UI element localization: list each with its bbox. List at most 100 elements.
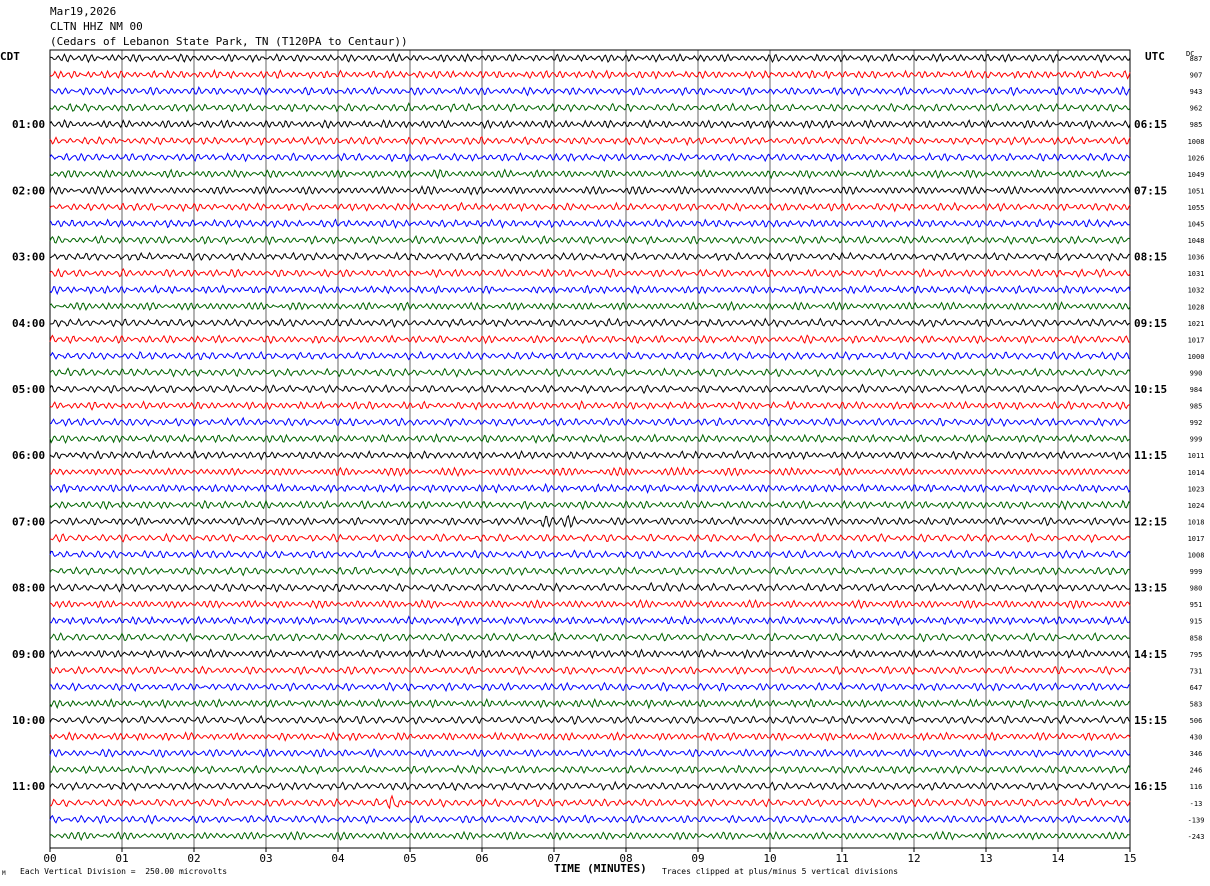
left-hour-label: 06:00 [12,449,45,462]
left-hour-label: 08:00 [12,582,45,595]
x-tick-label: 08 [619,852,632,865]
left-hour-label: 09:00 [12,648,45,661]
dc-offset-label: 1028 [1188,303,1205,311]
dc-offset-label: 907 [1190,72,1203,80]
seismic-trace [49,367,1131,378]
x-tick-label: 06 [475,852,488,865]
left-hour-label: 11:00 [12,780,45,793]
seismic-trace [49,300,1131,312]
seismic-trace [49,697,1131,710]
seismic-trace [49,449,1131,461]
seismic-trace [49,383,1131,395]
dc-offset-label: 731 [1190,667,1203,675]
header-date: Mar19,2026 [50,5,117,18]
dc-offset-label: 990 [1190,369,1203,377]
seismic-trace [49,218,1131,229]
right-hour-label: 09:15 [1134,317,1167,330]
seismic-trace [49,514,1131,529]
dc-offset-label: 1014 [1188,469,1205,477]
dc-offset-label: 962 [1190,105,1203,113]
dc-offset-label: 951 [1190,601,1203,609]
header-location: (Cedars of Lebanon State Park, TN (T120P… [50,35,408,48]
dc-offset-label: 999 [1190,568,1203,576]
x-tick-label: 13 [979,852,992,865]
dc-offset-label: 1023 [1188,485,1205,493]
x-tick-label: 01 [115,852,128,865]
x-tick-label: 09 [691,852,704,865]
seismic-trace [49,830,1131,841]
seismic-trace [49,201,1131,213]
left-timezone-label: CDT [0,50,20,63]
seismic-trace [49,152,1131,163]
seismic-trace [49,665,1131,676]
seismic-trace [49,317,1131,329]
seismic-trace [49,780,1131,792]
dc-offset-label: 1008 [1188,552,1205,560]
seismic-trace [49,615,1131,627]
dc-offset-label: 943 [1190,88,1203,96]
clip-note: Traces clipped at plus/minus 5 vertical … [662,867,899,876]
axis-labels: 00 01 02 03 04 05 06 07 08 09 10 11 12 13 14 1588790794… [12,55,1204,865]
seismic-trace [49,549,1131,560]
right-hour-label: 15:15 [1134,714,1167,727]
dc-offset-label: 858 [1190,634,1203,642]
seismic-trace [49,185,1131,196]
seismic-trace [49,400,1131,411]
dc-offset-label: 430 [1190,734,1203,742]
dc-offset-label: 1024 [1188,502,1205,510]
left-hour-label: 03:00 [12,251,45,264]
x-tick-label: 04 [331,852,345,865]
dc-offset-label: 915 [1190,618,1203,626]
left-hour-label: 05:00 [12,383,45,396]
x-tick-label: 14 [1051,852,1065,865]
seismic-trace [49,168,1131,180]
seismic-trace [49,648,1131,660]
x-tick-label: 05 [403,852,416,865]
dc-offset-label: 1017 [1188,535,1205,543]
right-hour-label: 10:15 [1134,383,1167,396]
seismic-trace [49,102,1131,113]
dc-offset-label: 1036 [1188,254,1205,262]
dc-offset-label: 1008 [1188,138,1205,146]
dc-offset-label: 999 [1190,436,1203,444]
seismic-trace [49,748,1131,759]
dc-offset-label: -13 [1190,800,1203,808]
dc-offset-label: 887 [1190,55,1203,63]
right-hour-label: 11:15 [1134,449,1167,462]
dc-offset-label: 1021 [1188,320,1205,328]
dc-offset-label: 647 [1190,684,1203,692]
right-hour-label: 06:15 [1134,118,1167,131]
seismic-trace [49,118,1131,130]
x-tick-label: 12 [907,852,920,865]
seismic-trace [49,334,1131,345]
dc-offset-label: 1031 [1188,270,1205,278]
seismic-trace [49,581,1131,593]
seismic-trace [49,565,1131,577]
x-tick-label: 11 [835,852,848,865]
time-grid [49,49,1131,852]
corner-mark: M [2,870,6,877]
dc-offset-label: 985 [1190,121,1203,129]
dc-offset-label: 346 [1190,750,1203,758]
seismic-trace [50,532,1131,544]
right-hour-label: 08:15 [1134,251,1167,264]
left-hour-label: 07:00 [12,515,45,528]
dc-offset-label: 795 [1190,651,1203,659]
dc-offset-label: 1048 [1188,237,1205,245]
seismic-trace [49,350,1131,362]
header-station: CLTN HHZ NM 00 [50,20,143,33]
right-timezone-label: UTC [1145,50,1165,63]
dc-offset-label: -139 [1188,816,1205,824]
dc-offset-label: 246 [1190,767,1203,775]
right-hour-label: 16:15 [1134,780,1167,793]
seismic-trace [49,794,1131,810]
dc-offset-label: 583 [1190,700,1203,708]
seismic-trace [49,731,1131,742]
x-tick-label: 02 [187,852,200,865]
plot-frame [49,49,1131,849]
seismic-trace [49,466,1131,478]
seismic-trace [49,267,1131,279]
seismic-trace [49,433,1131,445]
right-hour-label: 14:15 [1134,648,1167,661]
dc-offset-label: 506 [1190,717,1203,725]
